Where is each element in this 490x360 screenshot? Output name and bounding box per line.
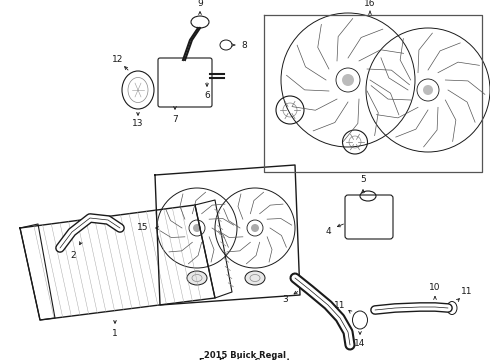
Text: 6: 6 xyxy=(204,90,210,99)
Text: 16: 16 xyxy=(364,0,376,9)
Text: 15: 15 xyxy=(137,224,149,233)
Text: 3: 3 xyxy=(282,296,288,305)
Text: 11: 11 xyxy=(461,288,473,297)
Ellipse shape xyxy=(187,271,207,285)
Text: 13: 13 xyxy=(132,120,144,129)
Text: 14: 14 xyxy=(354,338,366,347)
Ellipse shape xyxy=(245,271,265,285)
Text: 1: 1 xyxy=(112,329,118,338)
Text: 9: 9 xyxy=(197,0,203,9)
Circle shape xyxy=(423,85,433,95)
Circle shape xyxy=(193,224,201,232)
Text: 12: 12 xyxy=(112,55,123,64)
Circle shape xyxy=(251,224,259,232)
Text: 2: 2 xyxy=(70,252,76,261)
Text: 8: 8 xyxy=(241,40,247,49)
Text: 5: 5 xyxy=(360,175,366,184)
Text: 4: 4 xyxy=(325,226,331,235)
Text: 7: 7 xyxy=(172,114,178,123)
Text: 10: 10 xyxy=(429,284,441,292)
Text: 11: 11 xyxy=(334,301,346,310)
Text: Fan,Engine Coolant: Fan,Engine Coolant xyxy=(199,358,291,360)
Circle shape xyxy=(342,74,354,86)
Text: 2015 Buick Regal: 2015 Buick Regal xyxy=(204,351,286,360)
